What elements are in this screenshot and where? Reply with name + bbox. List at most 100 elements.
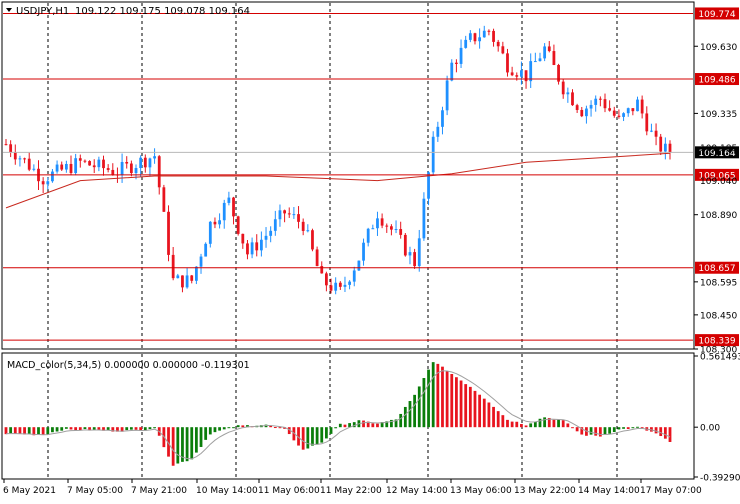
time-tick-label: 11 May 06:00 — [258, 486, 320, 496]
candle-body — [487, 30, 491, 32]
macd-bar — [13, 427, 17, 434]
chevron-down-icon[interactable] — [6, 8, 12, 12]
candle-body — [533, 61, 537, 63]
macd-bar — [41, 427, 45, 436]
macd-bar — [181, 427, 184, 462]
macd-bar — [134, 427, 138, 430]
macd-bar — [352, 422, 356, 428]
candles — [4, 25, 672, 295]
candle-body — [148, 158, 152, 168]
macd-bar — [129, 427, 133, 430]
candle-body — [473, 33, 477, 42]
macd-bar — [640, 427, 644, 429]
candle-body — [222, 202, 226, 221]
level-label-box — [695, 261, 739, 274]
macd-bar — [190, 427, 194, 460]
macd-bar — [385, 421, 389, 428]
current-price-box — [695, 146, 739, 159]
candle-body — [399, 229, 403, 235]
level-label-box — [695, 334, 739, 347]
macd-bar — [204, 427, 208, 440]
macd-bar — [566, 423, 570, 428]
candle-body — [102, 159, 105, 169]
macd-histogram — [4, 362, 672, 466]
macd-bar — [74, 427, 78, 431]
price-tick-label: 109.335 — [700, 110, 737, 120]
candle-body — [431, 136, 435, 173]
price-axis: 109.630 109.335 108.890 108.595 108.450 108.3… — [694, 43, 737, 356]
macd-bar — [561, 420, 565, 428]
candle-body — [492, 30, 495, 42]
macd-bar — [464, 384, 468, 428]
macd-bar — [380, 422, 384, 428]
candle-body — [208, 221, 212, 244]
candle-body — [320, 266, 324, 274]
macd-signal-line — [5, 370, 671, 460]
macd-bar — [455, 377, 458, 428]
candle-body — [403, 234, 407, 256]
candle-body — [13, 152, 17, 160]
level-label: 109.774 — [698, 10, 735, 20]
candle-body — [612, 110, 616, 116]
candle-body — [88, 161, 91, 166]
candle-body — [255, 242, 259, 251]
candle-body — [83, 160, 87, 162]
candle-body — [594, 98, 598, 105]
horizontal-levels: 109.774 109.486 109.065 108.657 108.339 109.1… — [3, 7, 739, 347]
candle-body — [538, 58, 542, 62]
macd-bar — [603, 427, 607, 435]
level-label: 109.065 — [698, 171, 735, 181]
macd-tick-label: 0.561493 — [700, 353, 740, 363]
macd-bar — [622, 427, 625, 429]
candle-body — [241, 233, 245, 244]
candle-body — [575, 105, 579, 110]
candle-body — [232, 197, 235, 217]
macd-bar — [23, 427, 26, 435]
level-label-box — [695, 7, 739, 20]
macd-bar — [450, 373, 454, 428]
macd-bar — [9, 427, 13, 434]
macd-bar — [315, 427, 319, 445]
candle-body — [371, 228, 375, 230]
time-tick-label: 17 May 07:00 — [640, 486, 702, 496]
candle-body — [199, 256, 203, 267]
price-tick-label: 108.450 — [700, 311, 737, 321]
macd-bar — [520, 423, 523, 428]
candle-body — [436, 126, 440, 137]
macd-bar — [663, 427, 667, 439]
macd-bar — [612, 427, 616, 433]
macd-bar — [552, 419, 556, 428]
candle-body — [427, 172, 430, 199]
candle-body — [92, 165, 96, 168]
macd-bar — [222, 427, 226, 430]
macd-bar — [408, 401, 412, 428]
candle-body — [250, 242, 254, 255]
macd-bar — [64, 427, 68, 429]
candle-body — [520, 70, 523, 77]
candle-body — [143, 157, 147, 168]
level-label-box — [695, 168, 739, 181]
price-tick-label: 109.630 — [700, 43, 737, 53]
macd-bar — [445, 371, 449, 428]
candle-body — [204, 243, 208, 257]
macd-bar — [176, 427, 180, 464]
macd-bar — [92, 427, 96, 430]
level-label: 108.657 — [698, 264, 735, 274]
time-tick-label: 13 May 22:00 — [514, 486, 576, 496]
macd-bar — [60, 427, 64, 431]
candle-body — [162, 187, 166, 212]
candle-body — [515, 75, 519, 77]
candle-body — [134, 168, 138, 174]
macd-bar — [487, 402, 491, 428]
candle-body — [46, 181, 50, 185]
macd-bar — [608, 427, 612, 434]
level-label-box — [695, 73, 739, 86]
candle-body — [181, 275, 184, 288]
candle-body — [176, 275, 180, 279]
macd-bar — [403, 406, 407, 428]
macd-bar — [218, 427, 221, 431]
price-tick-label-partial: 109.040 — [700, 177, 737, 187]
candle-body — [510, 72, 514, 76]
candle-body — [622, 113, 625, 117]
